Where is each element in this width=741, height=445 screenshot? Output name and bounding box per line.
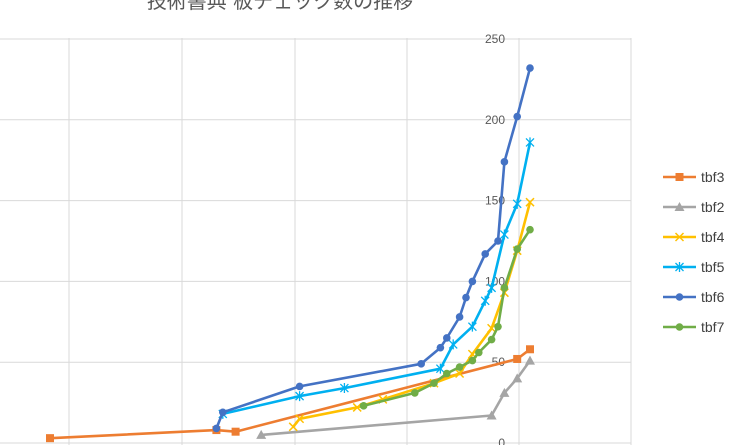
data-point <box>499 229 509 240</box>
data-point <box>468 277 477 286</box>
legend-item: tbf5 <box>663 259 725 275</box>
data-point <box>526 64 534 72</box>
data-point <box>513 245 521 253</box>
y-tick-label: 0 <box>498 436 505 445</box>
series-tbf6 <box>212 64 534 433</box>
data-point <box>494 237 502 245</box>
legend-item: tbf3 <box>663 169 725 185</box>
data-point <box>339 383 349 394</box>
legend-label: tbf7 <box>701 319 725 335</box>
data-point <box>475 348 483 357</box>
data-point <box>526 345 534 354</box>
data-point <box>455 363 464 371</box>
y-tick-label: 250 <box>485 32 505 46</box>
data-point <box>675 173 684 181</box>
data-point <box>295 382 304 391</box>
data-point <box>481 250 490 258</box>
data-point <box>525 197 535 207</box>
data-point <box>448 339 458 350</box>
data-point <box>462 293 470 302</box>
legend-item: tbf4 <box>663 229 725 245</box>
data-point <box>487 282 497 293</box>
y-tick-label: 200 <box>485 113 505 127</box>
series-layer <box>46 64 535 443</box>
y-tick-label: 100 <box>485 274 505 288</box>
data-point <box>500 284 509 292</box>
data-point <box>352 402 362 412</box>
data-point <box>494 322 502 331</box>
data-point <box>512 373 523 383</box>
data-point <box>513 354 522 363</box>
data-point <box>674 232 685 242</box>
data-point <box>288 422 298 432</box>
series-line <box>215 67 532 429</box>
legend: tbf3 tbf2 tbf4 tbf5 tbf6 tbf7 <box>663 169 725 335</box>
data-point <box>525 355 535 365</box>
data-point <box>486 410 497 420</box>
data-point <box>487 323 497 333</box>
legend-item: tbf7 <box>663 319 725 335</box>
data-point <box>455 368 465 379</box>
data-point <box>455 313 464 321</box>
data-point <box>480 295 490 306</box>
data-point <box>417 360 426 368</box>
data-point <box>526 225 534 234</box>
data-point <box>525 137 535 148</box>
data-point <box>467 321 477 332</box>
data-point <box>411 389 419 397</box>
data-point <box>231 427 240 436</box>
data-point <box>512 198 522 209</box>
data-point <box>256 429 267 439</box>
data-point <box>435 363 445 374</box>
data-point <box>675 293 684 301</box>
data-point <box>674 202 685 211</box>
data-point <box>212 424 221 433</box>
series-tbf2 <box>256 355 535 439</box>
data-point <box>436 343 445 352</box>
data-point <box>468 356 477 365</box>
series-tbf4 <box>288 197 535 432</box>
legend-label: tbf2 <box>701 199 725 215</box>
series-tbf3 <box>46 345 534 443</box>
legend-label: tbf4 <box>701 229 725 245</box>
data-point <box>219 408 227 417</box>
data-point <box>499 387 510 397</box>
data-point <box>675 323 684 331</box>
data-point <box>443 334 451 342</box>
data-point <box>359 402 368 410</box>
data-point <box>443 369 451 378</box>
data-point <box>46 434 54 443</box>
legend-label: tbf3 <box>701 169 725 185</box>
legend-label: tbf5 <box>701 259 725 275</box>
data-point <box>295 414 305 424</box>
legend-label: tbf6 <box>701 289 725 305</box>
legend-item: tbf6 <box>663 289 725 305</box>
data-point <box>513 112 521 121</box>
series-tbf7 <box>359 225 534 410</box>
chart-title: 技術書典 板チェック数の推移 <box>147 0 413 13</box>
data-point <box>295 391 305 402</box>
data-point <box>487 335 496 344</box>
data-point <box>430 379 438 388</box>
legend-item: tbf2 <box>663 199 725 215</box>
data-point <box>500 158 509 166</box>
data-point <box>675 262 684 272</box>
